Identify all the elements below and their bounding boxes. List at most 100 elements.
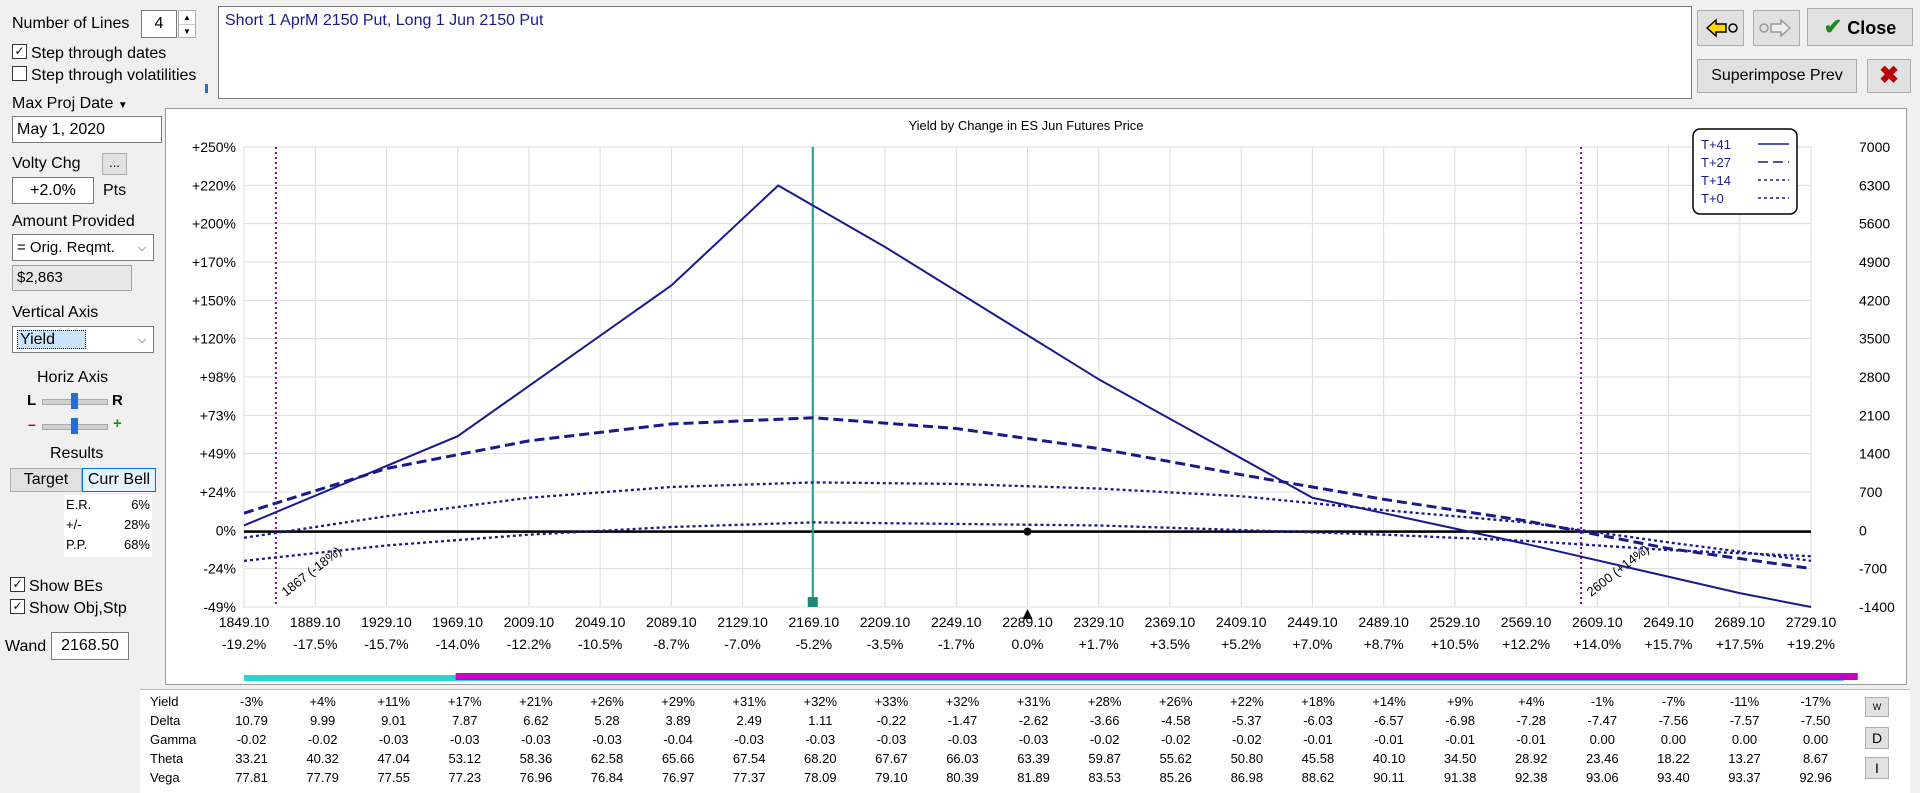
legend-label: T+41 [1701, 137, 1731, 152]
volty-chg-value: +2.0% [30, 182, 76, 199]
y-right-tick-label: -1400 [1859, 599, 1895, 615]
description-textarea[interactable]: Short 1 AprM 2150 Put, Long 1 Jun 2150 P… [218, 6, 1692, 99]
target-button[interactable]: Target [10, 468, 82, 492]
num-lines-input[interactable]: 4 [141, 10, 177, 38]
x-tick-label: 2329.10 [1073, 614, 1124, 630]
x-pct-tick-label: -3.5% [867, 636, 904, 652]
horiz-axis-slider[interactable] [42, 393, 108, 409]
checkbox-checked-icon: ✓ [12, 44, 27, 60]
step-dates-checkbox[interactable]: ✓ Step through dates [12, 44, 167, 63]
close-button[interactable]: ✔ Close [1807, 8, 1913, 46]
table-cell: 68.20 [804, 751, 837, 766]
stat-value: 6% [131, 497, 150, 512]
volty-more-button[interactable]: ... [102, 153, 127, 175]
horiz-left-label: L [27, 392, 37, 409]
num-lines-spinner[interactable]: ▲ ▼ [178, 10, 196, 38]
table-cell: 83.53 [1088, 770, 1121, 785]
caret-down-icon: ▼ [117, 100, 128, 111]
wand-field[interactable]: 2168.50 [51, 632, 129, 660]
spin-up-icon[interactable]: ▲ [179, 11, 195, 25]
x-tick-label: 2209.10 [860, 614, 911, 630]
max-proj-date-field[interactable]: May 1, 2020 [12, 116, 162, 143]
table-cell: 53.12 [448, 751, 482, 766]
table-row: Gamma -0.02 -0.02 -0.03 -0.03 -0.03 -0.03 -0.04… [140, 730, 1851, 749]
table-cell: 0.00 [1731, 732, 1758, 747]
table-cell: -0.01 [1374, 732, 1404, 747]
yield-chart[interactable]: Yield by Change in ES Jun Futures Price … [166, 109, 1906, 684]
table-cell: +31% [1016, 694, 1051, 709]
table-row: Theta 33.21 40.32 47.04 53.12 58.36 62.58 65.66… [140, 749, 1851, 768]
table-cell: 63.39 [1017, 751, 1050, 766]
vertical-axis-label: Vertical Axis [12, 304, 99, 321]
forward-button[interactable] [1753, 10, 1800, 46]
back-button[interactable] [1697, 10, 1744, 46]
table-cell: 59.87 [1088, 751, 1121, 766]
amount-value: $2,863 [17, 269, 63, 286]
table-cell: -0.03 [805, 732, 836, 747]
superimpose-prev-button[interactable]: Superimpose Prev [1697, 59, 1857, 93]
curr-bell-button[interactable]: Curr Bell [82, 468, 156, 492]
results-label: Results [50, 445, 104, 462]
step-vols-checkbox[interactable]: Step through volatilities [12, 66, 196, 85]
table-cell: +32% [803, 694, 838, 709]
x-tick-label: 2249.10 [931, 614, 982, 630]
show-bes-checkbox[interactable]: ✓ Show BEs [10, 577, 103, 596]
max-proj-date-label: Max Proj Date [12, 95, 114, 112]
x-tick-label: 2689.10 [1714, 614, 1765, 630]
close-label: Close [1847, 18, 1897, 38]
slider-thumb[interactable] [71, 393, 78, 409]
x-pct-tick-label: -7.0% [724, 636, 761, 652]
row-header: Yield [150, 694, 179, 709]
side-button-label: D [1871, 730, 1883, 746]
x-tick-label: 2369.10 [1145, 614, 1196, 630]
amount-select[interactable]: = Orig. Reqmt. ⌵ [12, 234, 154, 261]
stat-key: P.P. [66, 537, 88, 552]
resize-grip-icon[interactable] [190, 84, 212, 98]
side-button-d[interactable]: D [1865, 727, 1889, 749]
table-cell: -0.03 [1018, 732, 1049, 747]
table-cell: -0.02 [1232, 732, 1262, 747]
table-cell: 77.55 [377, 770, 410, 785]
zoom-slider[interactable] [42, 418, 108, 434]
x-pct-tick-label: +1.7% [1079, 636, 1119, 652]
x-tick-label: 2569.10 [1501, 614, 1552, 630]
x-pct-tick-label: -17.5% [293, 636, 337, 652]
step-dates-label: Step through dates [31, 45, 167, 62]
table-row: Delta 10.79 9.99 9.01 7.87 6.62 5.28 3.89 2.49 1.… [140, 711, 1851, 730]
side-button-w[interactable]: W [1865, 697, 1889, 717]
y-left-tick-label: +24% [200, 484, 236, 500]
spin-down-icon[interactable]: ▼ [183, 27, 191, 36]
table-cell: 6.62 [523, 713, 549, 728]
table-cell: +9% [1446, 694, 1474, 709]
table-cell: 3.89 [665, 713, 691, 728]
table-cell: 77.79 [306, 770, 339, 785]
volty-chg-field[interactable]: +2.0% [12, 177, 94, 204]
table-cell: 13.27 [1728, 751, 1761, 766]
zoom-minus-icon[interactable]: – [28, 416, 36, 432]
y-left-tick-label: +250% [192, 139, 236, 155]
table-cell: +26% [590, 694, 624, 709]
table-cell: 93.37 [1728, 770, 1761, 785]
side-button-label: W [1872, 702, 1882, 712]
table-cell: +18% [1301, 694, 1335, 709]
table-cell: 90.11 [1373, 770, 1405, 785]
x-tick-label: 1929.10 [361, 614, 412, 630]
show-objstp-checkbox[interactable]: ✓ Show Obj,Stp [10, 599, 127, 618]
vertical-axis-select[interactable]: Yield ⌵ [12, 326, 154, 353]
y-left-tick-label: +220% [192, 177, 236, 193]
legend-box [1692, 128, 1798, 215]
checkmark-icon: ✔ [1823, 14, 1843, 39]
description-text: Short 1 AprM 2150 Put, Long 1 Jun 2150 P… [225, 12, 544, 29]
slider-thumb[interactable] [71, 418, 78, 434]
delete-button[interactable]: ✖ [1867, 59, 1911, 93]
table-cell: 92.96 [1799, 770, 1832, 785]
table-cell: +33% [874, 694, 909, 709]
max-proj-date-value: May 1, 2020 [17, 121, 106, 138]
side-button-i[interactable]: I [1865, 757, 1889, 779]
chart-panel: Yield by Change in ES Jun Futures Price … [165, 108, 1907, 685]
zoom-plus-icon[interactable]: + [113, 415, 122, 432]
amount-provided-label: Amount Provided [12, 213, 135, 230]
table-cell: -0.02 [1089, 732, 1120, 747]
max-proj-date-dropdown[interactable]: Max Proj Date ▼ [12, 95, 128, 113]
legend-label: T+14 [1701, 173, 1731, 188]
